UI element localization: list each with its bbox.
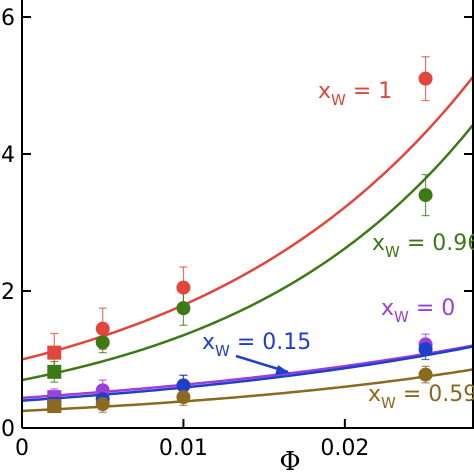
marker-square-1-0 <box>47 364 62 379</box>
marker-circle-4-3 <box>418 367 433 382</box>
marker-circle-0-3 <box>418 71 433 86</box>
marker-circle-0-2 <box>176 280 191 295</box>
marker-circle-4-1 <box>95 397 110 412</box>
series-label-2: xW = 0 <box>381 296 455 326</box>
x-tick-label-0: 0 <box>15 436 29 461</box>
y-tick-label-1: 2 <box>1 280 15 305</box>
marker-circle-1-2 <box>176 301 191 316</box>
ticks: 0 0.01 0.02 0 2 4 6 <box>1 6 473 461</box>
series-label-var-3: x <box>202 330 215 355</box>
series-label-value-3: = 0.15 <box>230 330 311 355</box>
series-label-value-4: = 0.59 <box>396 382 474 407</box>
marker-circle-1-1 <box>95 335 110 350</box>
annotation-arrow-head <box>275 365 290 375</box>
series-label-4: xW = 0.59 <box>368 382 474 412</box>
marker-circle-0-1 <box>95 321 110 336</box>
axes <box>21 0 474 429</box>
y-tick-label-2: 4 <box>1 143 15 168</box>
series-label-var-4: x <box>368 382 381 407</box>
x-tick-label-1: 0.01 <box>159 436 208 461</box>
marker-circle-3-3 <box>418 342 433 357</box>
series-label-value-2: = 0 <box>409 296 455 321</box>
series-label-var-0: x <box>318 79 331 104</box>
series-label-sub-3: W <box>215 342 230 360</box>
marker-circle-3-2 <box>176 378 191 393</box>
series-label-0: xW = 1 <box>318 79 392 109</box>
series-label-1: xW = 0.96 <box>372 231 474 261</box>
series-label-var-2: x <box>381 296 394 321</box>
marker-square-4-0 <box>47 399 62 414</box>
series-label-var-1: x <box>372 231 385 256</box>
marker-circle-1-3 <box>418 188 433 203</box>
x-tick-label-2: 0.02 <box>320 436 369 461</box>
series-label-sub-1: W <box>385 243 400 261</box>
series-label-3: xW = 0.15 <box>202 330 311 360</box>
series-label-sub-4: W <box>381 394 396 412</box>
fit-curve-1 <box>21 122 474 382</box>
data-markers <box>47 71 433 414</box>
y-tick-label-0: 0 <box>1 417 15 442</box>
marker-square-0-0 <box>47 345 62 360</box>
marker-circle-4-2 <box>176 390 191 405</box>
series-label-value-1: = 0.96 <box>400 231 474 256</box>
y-tick-label-3: 6 <box>1 6 15 31</box>
x-axis-label: Φ <box>279 447 300 474</box>
series-label-sub-2: W <box>394 308 409 326</box>
series-label-sub-0: W <box>331 91 346 109</box>
series-label-value-0: = 1 <box>346 79 392 104</box>
